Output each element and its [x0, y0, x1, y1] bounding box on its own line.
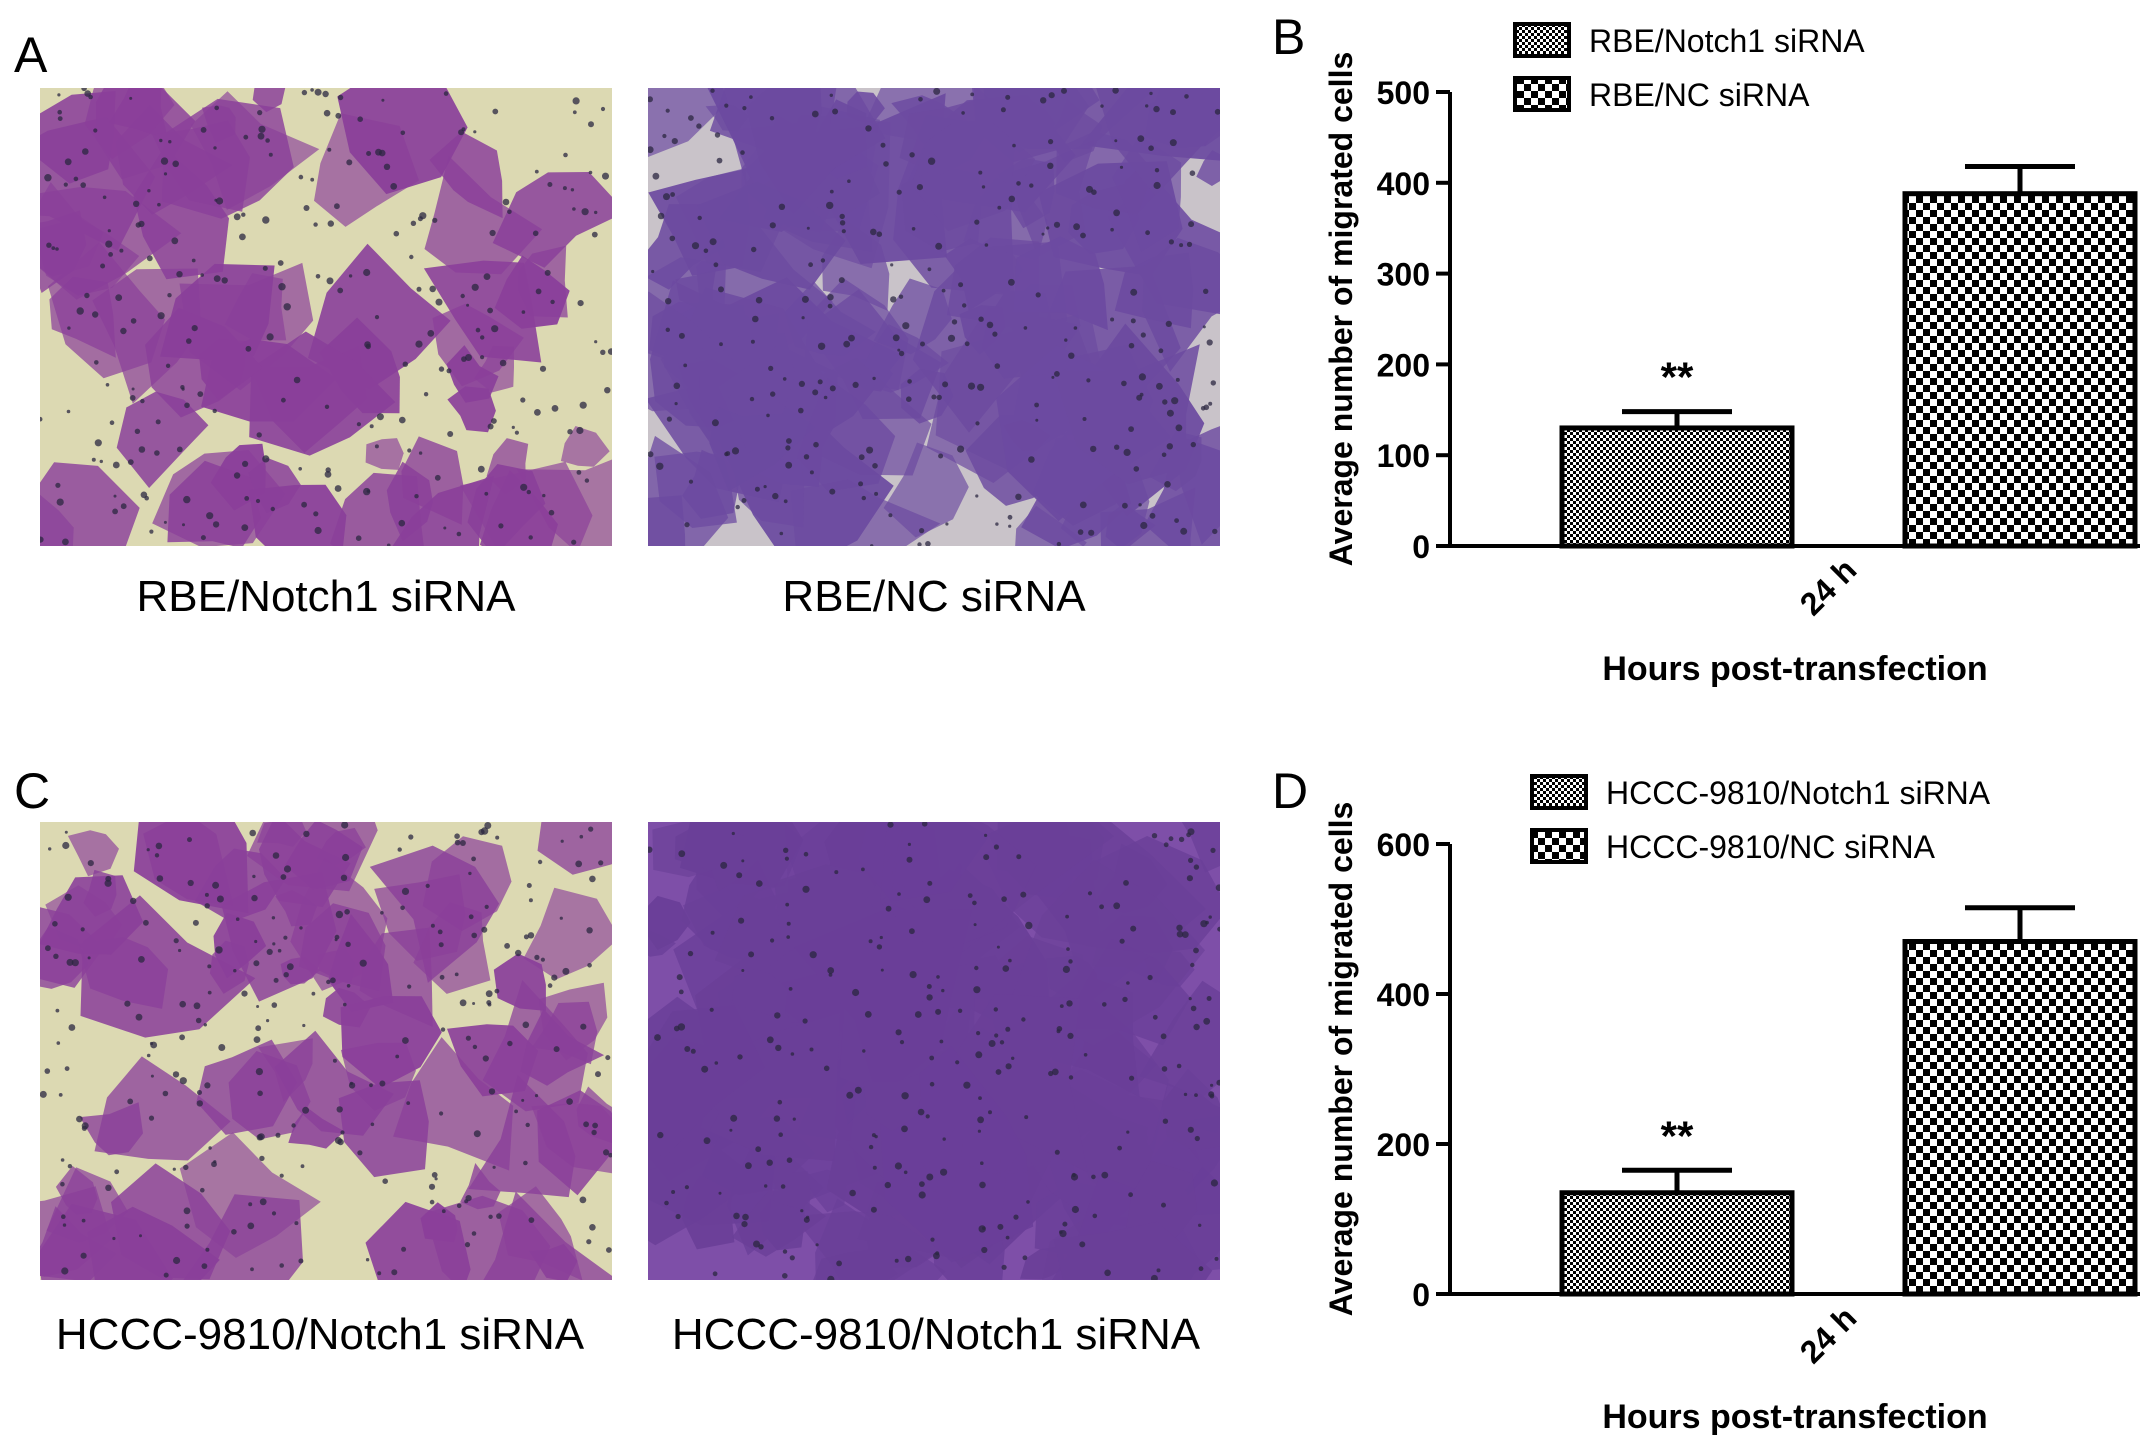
image-caption: RBE/Notch1 siRNA: [136, 572, 516, 621]
y-axis-label: Average number of migrated cells: [1323, 52, 1359, 567]
panel-label-c: C: [14, 763, 51, 819]
significance-label: **: [1661, 354, 1694, 401]
legend-label: HCCC-9810/NC siRNA: [1606, 829, 1936, 865]
micrograph-rbe-notch1: [40, 88, 612, 546]
micrograph-hccc-right: [648, 822, 1220, 1280]
legend-swatch: [1530, 774, 1588, 810]
y-tick-label: 300: [1377, 257, 1430, 293]
bar-chart-b: 0 100 200 300 400 500 ** 24 h Hours post-transfe…: [1300, 0, 2150, 700]
y-tick-label: 400: [1377, 166, 1430, 202]
x-axis-label: Hours post-transfection: [1602, 1398, 1987, 1436]
y-axis-label: Average number of migrated cells: [1323, 802, 1359, 1317]
bar: [1902, 191, 2138, 549]
image-caption: RBE/NC siRNA: [782, 572, 1086, 621]
y-tick-label: 200: [1377, 347, 1430, 383]
x-tick-label: 24 h: [1793, 1299, 1864, 1370]
legend-swatch: [1513, 22, 1571, 58]
bar: [1559, 425, 1795, 549]
image-caption: HCCC-9810/Notch1 siRNA: [671, 1310, 1201, 1359]
legend-swatch: [1513, 76, 1571, 112]
bar: [1902, 939, 2138, 1297]
y-tick-label: 0: [1412, 529, 1430, 565]
y-tick-label: 500: [1377, 75, 1430, 111]
x-tick-label: 24 h: [1793, 551, 1864, 622]
legend-label: RBE/NC siRNA: [1589, 77, 1810, 113]
legend-label: HCCC-9810/Notch1 siRNA: [1606, 775, 1991, 811]
significance-label: **: [1661, 1112, 1694, 1159]
bar-chart-d: 0 200 400 600 ** 24 h Hours post-transfection A…: [1300, 740, 2150, 1440]
y-tick-label: 100: [1377, 438, 1430, 474]
y-tick-label: 0: [1412, 1277, 1430, 1313]
micrograph-hccc-notch1: [40, 822, 612, 1280]
micrograph-rbe-nc: [648, 88, 1220, 546]
y-tick-label: 400: [1377, 977, 1430, 1013]
legend-label: RBE/Notch1 siRNA: [1589, 23, 1865, 59]
panel-label-b: B: [1272, 9, 1306, 65]
panel-label-d: D: [1272, 763, 1309, 819]
image-caption: HCCC-9810/Notch1 siRNA: [55, 1310, 585, 1359]
y-tick-label: 200: [1377, 1127, 1430, 1163]
legend-swatch: [1530, 828, 1588, 864]
y-tick-label: 600: [1377, 827, 1430, 863]
panel-label-a: A: [14, 27, 48, 83]
bar: [1559, 1190, 1795, 1297]
x-axis-label: Hours post-transfection: [1602, 650, 1987, 688]
